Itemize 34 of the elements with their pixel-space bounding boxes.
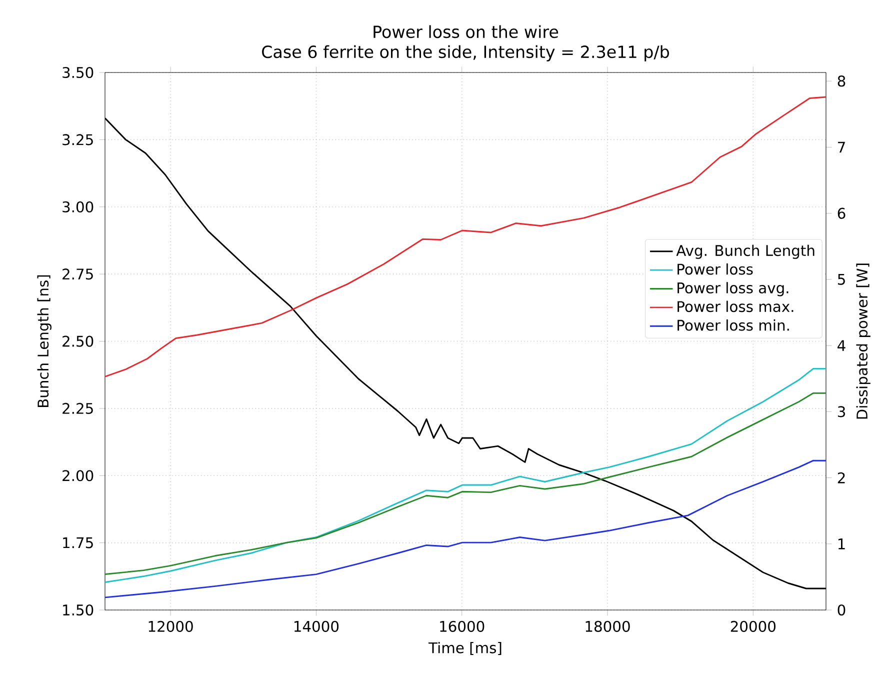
y2-tick-label: 7: [838, 142, 845, 153]
y2-tick-label: 6: [838, 208, 846, 219]
y-tick-label: 2.25: [62, 402, 93, 414]
line-series: [105, 460, 826, 598]
chart-subtitle: Case 6 ferrite on the side, Intensity = 2.3e11 p/b: [262, 45, 669, 62]
legend-label: Power loss max.: [678, 300, 794, 312]
y2-tick-label: 1: [838, 538, 845, 550]
x-tick-label: 14000: [294, 620, 339, 632]
y-tick-label: 1.50: [63, 604, 94, 616]
y2-tick-label: 5: [838, 274, 845, 285]
legend-label: Power loss min.: [678, 319, 789, 331]
x-tick-label: 18000: [586, 620, 630, 632]
y-tick-label: 2.00: [62, 470, 94, 482]
x-axis-title: Time [ms]: [428, 642, 502, 656]
legend-label: Avg. Bunch Length: [676, 244, 814, 259]
x-tick-label: 20000: [730, 620, 776, 632]
y-tick-label: 2.75: [62, 268, 93, 280]
legend-label: Power loss: [678, 263, 753, 275]
y-tick-label: 2.50: [62, 336, 94, 347]
y-tick-label: 3.50: [62, 66, 94, 78]
y2-axis-title: Dissipated power [W]: [856, 264, 870, 419]
y2-tick-label: 3: [838, 406, 845, 418]
y-tick-label: 3.25: [62, 134, 93, 146]
y-axis-title: Bunch Length [ns]: [37, 275, 52, 407]
legend-label: Power loss avg.: [678, 282, 788, 296]
y2-tick-label: 8: [838, 76, 846, 87]
y-tick-label: 3.00: [62, 201, 94, 212]
chart-title: Power loss on the wire: [374, 25, 558, 38]
x-tick-label: 12000: [148, 620, 193, 632]
y-tick-label: 1.75: [63, 537, 93, 548]
y2-tick-label: 2: [838, 472, 845, 484]
y2-tick-label: 0: [838, 604, 846, 616]
x-tick-label: 16000: [440, 620, 484, 632]
y2-tick-label: 4: [838, 340, 846, 351]
